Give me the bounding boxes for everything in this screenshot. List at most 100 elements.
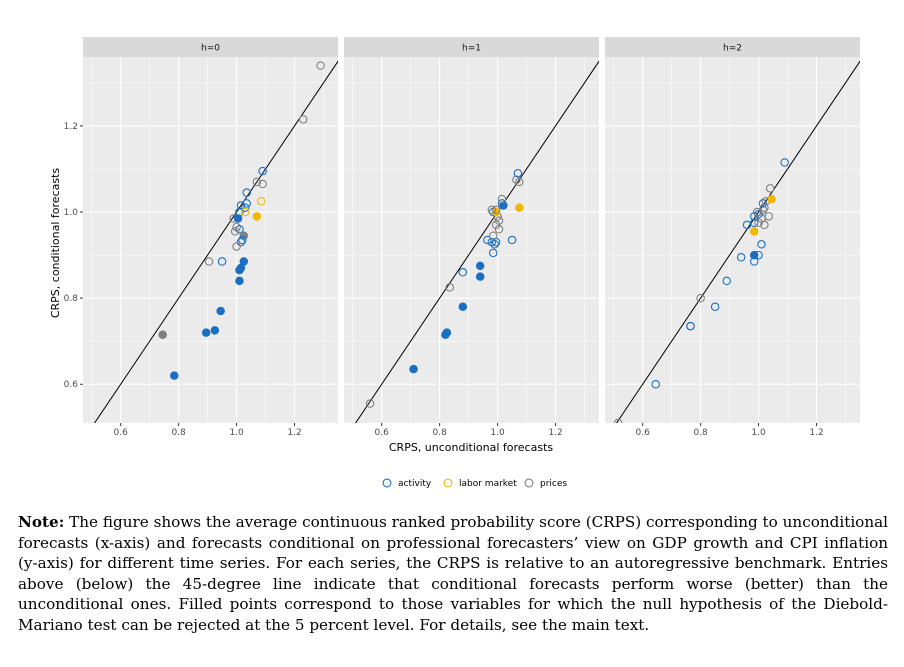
- data-point-prices-hollow: [365, 399, 375, 408]
- data-point-activity-hollow: [236, 237, 246, 247]
- data-point-activity-filled: [233, 214, 243, 223]
- data-point-activity-filled: [458, 302, 468, 311]
- plot-area: [605, 57, 860, 423]
- data-point-prices-hollow: [258, 179, 267, 189]
- legend: activity labor market prices: [382, 478, 567, 489]
- legend-item-labor-market: labor market: [443, 478, 517, 489]
- data-point-activity-hollow: [488, 248, 498, 258]
- data-point-activity-filled: [216, 306, 225, 316]
- data-point-activity-filled: [499, 201, 508, 210]
- data-point-activity-filled: [409, 364, 418, 374]
- x-tick-label: 0.8: [693, 428, 708, 438]
- x-tick-label: 0.8: [171, 428, 186, 438]
- note-text: The figure shows the average continuous …: [18, 513, 889, 634]
- panel-h=0: h=0 0.6 0.8 1.0 1.2 0.6 0.8 1.0 1.2: [64, 37, 338, 438]
- data-point-prices-hollow: [765, 184, 775, 193]
- facet-strip: [605, 37, 860, 57]
- data-point-prices-hollow: [764, 212, 773, 221]
- y-tick-label: 1.0: [64, 208, 79, 218]
- legend-label: activity: [398, 479, 432, 489]
- data-point-activity-hollow: [722, 276, 731, 286]
- data-point-activity-hollow: [483, 235, 492, 245]
- legend-label: prices: [540, 479, 567, 489]
- data-point-labor-market-filled: [749, 227, 759, 236]
- plot-area: [344, 57, 599, 423]
- x-tick-label: 0.6: [375, 428, 390, 438]
- data-point-prices-hollow: [204, 257, 214, 266]
- data-point-activity-hollow: [754, 209, 763, 219]
- data-point-prices-hollow: [494, 224, 504, 234]
- data-point-labor-market-filled: [252, 212, 262, 221]
- legend-item-activity: activity: [382, 478, 432, 489]
- data-point-prices-hollow: [230, 227, 240, 236]
- data-point-prices-hollow: [613, 418, 623, 423]
- data-point-activity-hollow: [710, 302, 720, 311]
- data-point-activity-hollow: [238, 235, 247, 245]
- data-point-activity-hollow: [458, 268, 468, 277]
- data-point-activity-hollow: [513, 169, 523, 178]
- data-point-prices-hollow: [696, 293, 705, 303]
- x-tick-label: 0.6: [636, 428, 651, 438]
- reference-45-degree-line: [354, 60, 599, 423]
- legend-key-marker: [524, 478, 534, 488]
- facet-strip: [344, 37, 599, 57]
- data-point-activity-hollow: [241, 203, 250, 212]
- facet-label: h=0: [201, 44, 220, 54]
- data-point-prices-hollow: [515, 177, 524, 187]
- data-point-activity-hollow: [236, 201, 246, 210]
- data-point-prices-hollow: [298, 115, 308, 124]
- data-point-activity-hollow: [235, 224, 244, 234]
- data-point-activity-hollow: [490, 240, 499, 249]
- data-point-activity-hollow: [736, 252, 746, 262]
- legend-item-prices: prices: [524, 478, 567, 489]
- x-axis-title: CRPS, unconditional forecasts: [389, 441, 554, 454]
- x-tick-label: 1.2: [287, 428, 301, 438]
- plot-area: [83, 57, 338, 423]
- x-tick-label: 1.2: [809, 428, 823, 438]
- data-point-activity-filled: [749, 250, 759, 260]
- legend-label: labor market: [459, 479, 517, 489]
- data-point-prices-hollow: [758, 205, 768, 215]
- data-point-activity-hollow: [686, 321, 695, 331]
- data-point-prices-hollow: [497, 194, 507, 204]
- legend-key-marker: [382, 478, 392, 488]
- data-point-prices-hollow: [754, 218, 763, 228]
- data-point-activity-filled: [201, 328, 211, 337]
- data-point-activity-filled: [475, 272, 485, 281]
- data-point-activity-hollow: [757, 240, 766, 249]
- data-point-prices-hollow: [316, 61, 325, 70]
- note-label: Note:: [18, 513, 65, 531]
- panel-background: [344, 57, 599, 423]
- data-point-labor-market-hollow: [241, 207, 250, 217]
- x-tick-label: 1.2: [548, 428, 562, 438]
- data-point-prices-hollow: [494, 216, 504, 225]
- panels-layer: h=0 0.6 0.8 1.0 1.2 0.6 0.8 1.0 1.2 h=1 0.6 0.8 1.0 1…: [64, 37, 860, 438]
- data-point-prices-hollow: [491, 205, 501, 215]
- data-point-prices-filled: [158, 330, 167, 339]
- panel-background: [83, 57, 338, 423]
- x-tick-label: 0.8: [432, 428, 447, 438]
- facet-strip: [83, 37, 338, 57]
- data-point-prices-hollow: [752, 207, 762, 217]
- panel-background: [605, 57, 860, 423]
- data-point-labor-market-filled: [515, 203, 524, 212]
- y-tick-label: 0.8: [64, 294, 79, 304]
- data-point-labor-market-filled: [491, 207, 501, 217]
- data-point-activity-hollow: [242, 188, 251, 197]
- data-point-activity-hollow: [258, 166, 267, 176]
- data-point-prices-hollow: [491, 220, 501, 230]
- data-point-activity-hollow: [217, 257, 227, 266]
- data-point-activity-hollow: [242, 199, 251, 208]
- data-point-activity-filled: [170, 371, 179, 380]
- data-point-prices-hollow: [445, 283, 455, 292]
- x-tick-label: 1.0: [751, 428, 766, 438]
- x-tick-label: 0.6: [114, 428, 129, 438]
- data-point-activity-filled: [235, 276, 244, 286]
- scatter-figure: h=0 0.6 0.8 1.0 1.2 0.6 0.8 1.0 1.2 h=1 0.6 0.8 1.0 1…: [49, 37, 860, 489]
- data-point-activity-hollow: [749, 218, 759, 228]
- facet-label: h=1: [462, 44, 481, 54]
- data-point-activity-hollow: [507, 235, 517, 245]
- panel-h=1: h=1 0.6 0.8 1.0 1.2: [344, 37, 599, 438]
- data-point-labor-market-hollow: [256, 196, 266, 206]
- data-point-prices-hollow: [232, 242, 241, 251]
